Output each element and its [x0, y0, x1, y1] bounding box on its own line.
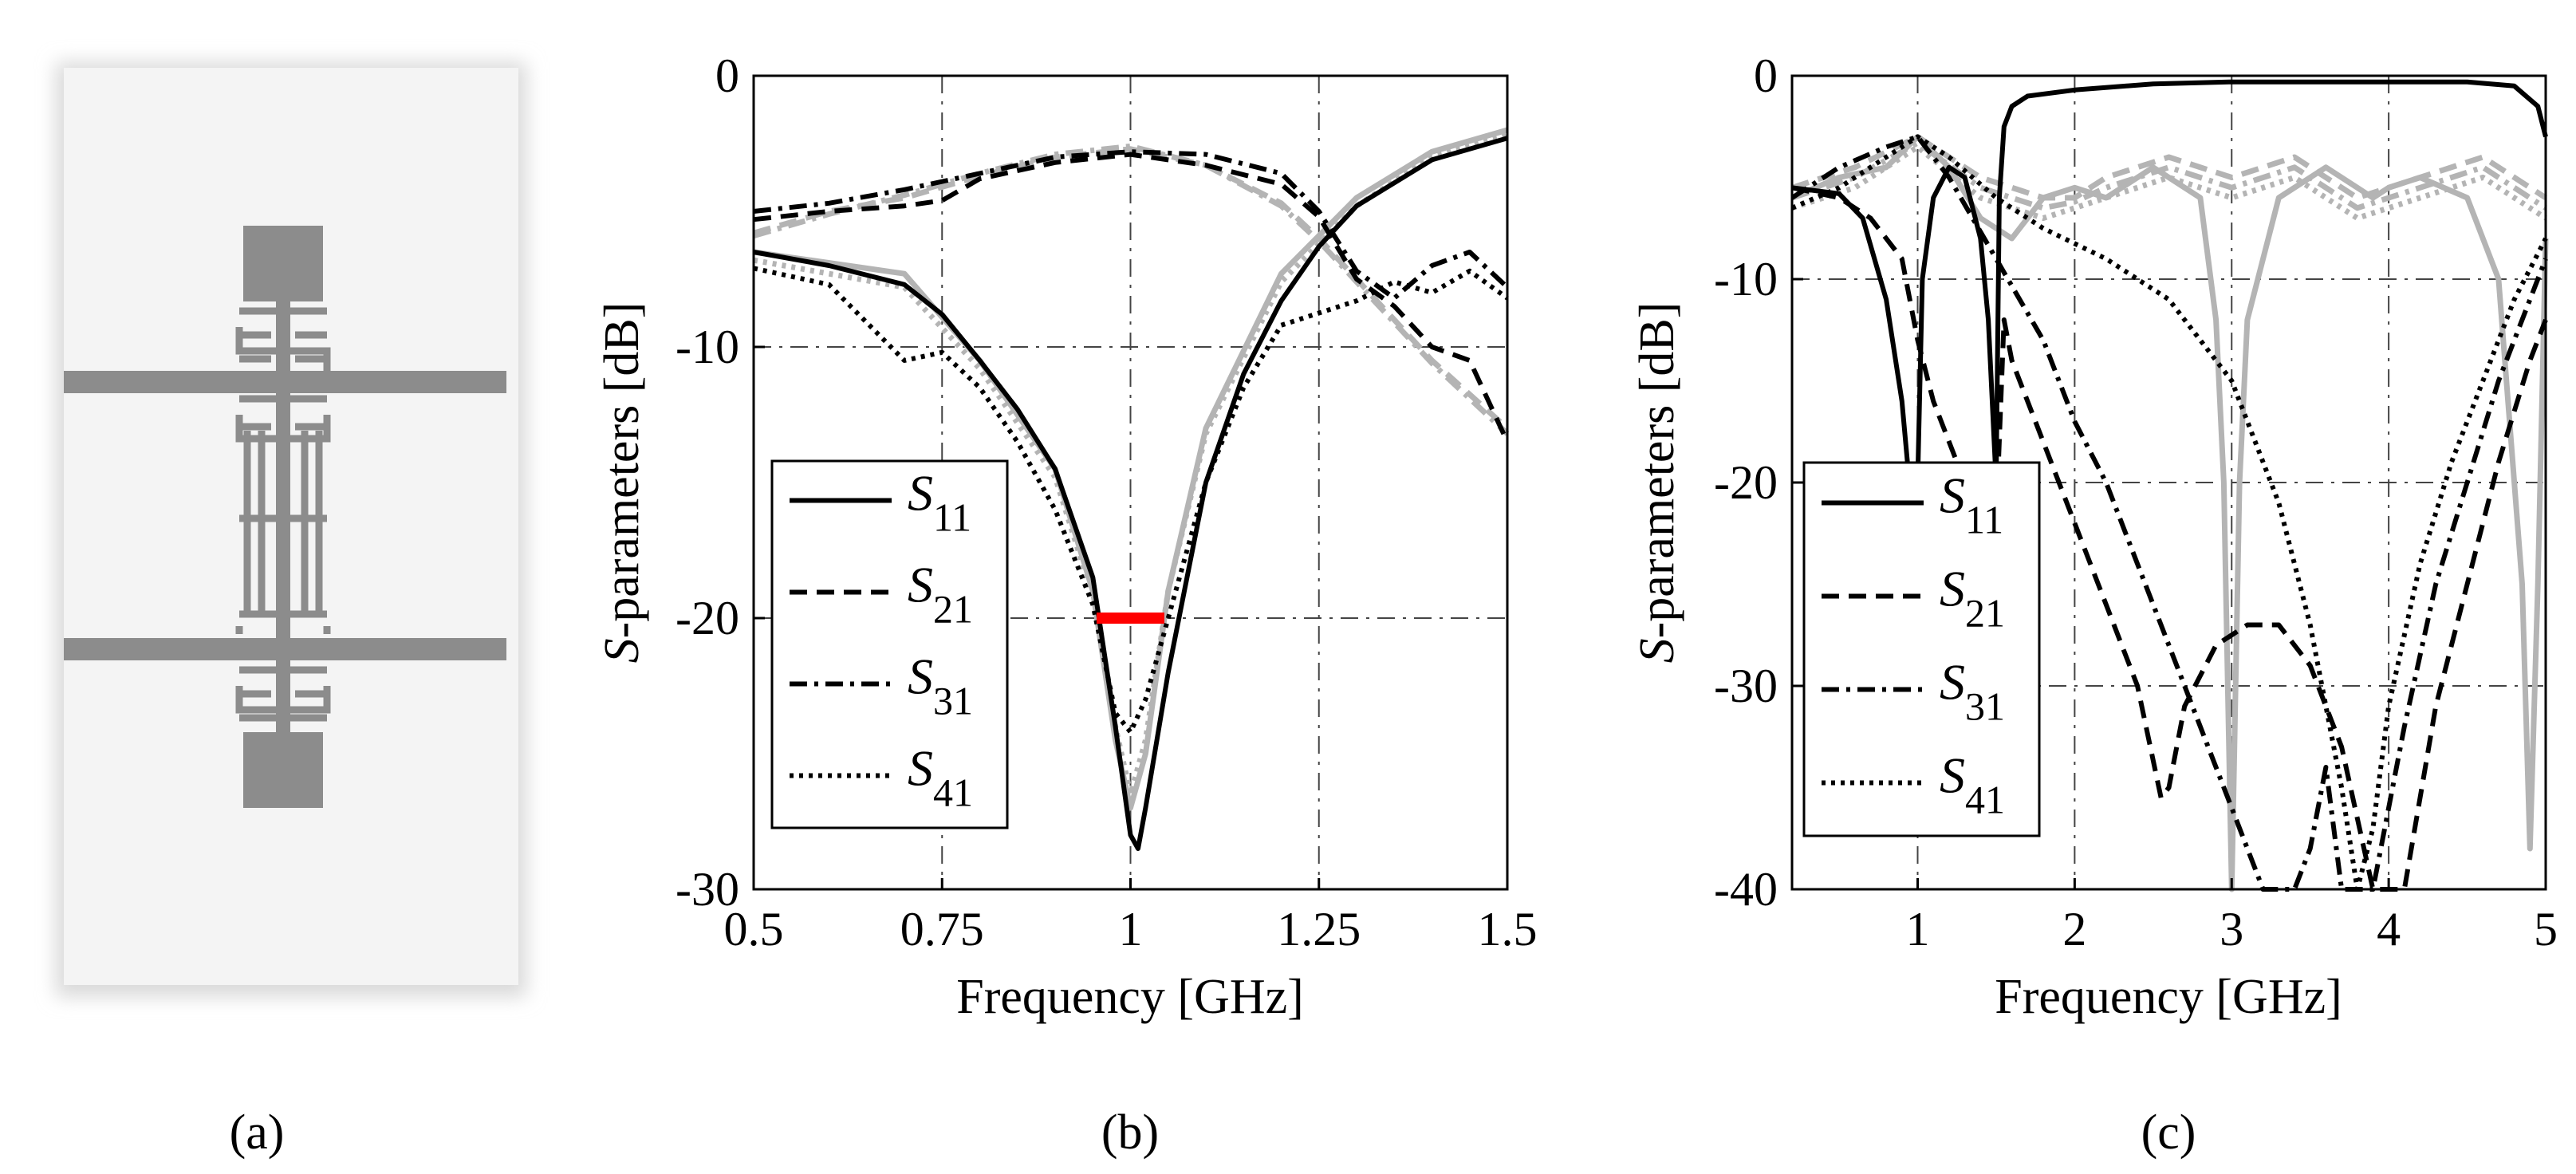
- legend-entry-11: S11: [1940, 467, 2003, 542]
- legend-entry-21: S21: [1940, 561, 2005, 636]
- y-tick-label-1: -10: [1714, 253, 1778, 305]
- legend-entry-41: S41: [908, 740, 973, 815]
- y-tick-label-0: 0: [715, 49, 739, 102]
- chart-c-xlabel: Frequency [GHz]: [1995, 970, 2342, 1024]
- legend-entry-31: S31: [1940, 654, 2005, 729]
- chart-c-ylabel-rest: -parameters [dB]: [1630, 302, 1684, 639]
- x-tick-label-2: 1: [1119, 903, 1143, 955]
- legend-sub-21: 21: [933, 587, 973, 632]
- chart-b: 0.5 0.75 1 1.25 1.5 0 -10 -20 -30 Frequency [GHz…: [595, 49, 1538, 1024]
- legend-sub-41: 41: [1965, 778, 2005, 822]
- legend-box: [1802, 461, 2041, 837]
- port-pad-bottom: [243, 732, 323, 808]
- series-s21: [1791, 185, 2548, 892]
- series-s41-sim: [1790, 144, 2547, 221]
- meander-sections: [235, 307, 331, 722]
- legend-sub-31: 31: [933, 679, 973, 723]
- legend-sub-41: 41: [933, 770, 973, 815]
- board-photo: [56, 62, 526, 997]
- chart-c-ylabel-italic: S: [1630, 638, 1684, 663]
- legend-entry-31: S31: [908, 648, 973, 723]
- legend-box: [770, 459, 1009, 829]
- y-tick-label-2: -20: [676, 592, 739, 644]
- chart-b-ylabel: S-parameters [dB]: [595, 302, 649, 664]
- legend-sub-31: 31: [1965, 684, 2005, 729]
- x-tick-label-4: 1.5: [1478, 903, 1538, 955]
- series-s41: [1790, 134, 2548, 892]
- y-tick-label-3: -30: [1714, 660, 1778, 712]
- port-pad-top: [243, 226, 323, 301]
- legend-base-21: S: [908, 557, 933, 613]
- x-tick-label-0: 0.5: [724, 903, 784, 955]
- series-s31: [1790, 134, 2548, 892]
- series-s21-sim: [1790, 134, 2547, 201]
- legend-base-31: S: [908, 648, 933, 705]
- legend-base-11: S: [908, 465, 933, 522]
- legend-base-21: S: [1940, 561, 1965, 617]
- x-tick-label-3: 4: [2377, 903, 2401, 955]
- legend-entry-11: S11: [908, 465, 971, 540]
- legend-base-41: S: [1940, 747, 1965, 804]
- series-s11: [753, 136, 1508, 851]
- legend-sub-11: 11: [933, 495, 971, 540]
- chart-b-ylabel-rest: -parameters [dB]: [595, 302, 649, 639]
- legend-base-41: S: [908, 740, 933, 797]
- panel-label-a: (a): [230, 1105, 285, 1160]
- chart-b-xlabel: Frequency [GHz]: [956, 970, 1304, 1024]
- y-tick-label-2: -20: [1714, 456, 1778, 509]
- y-tick-label-1: -10: [676, 321, 739, 373]
- chart-c: 1 2 3 4 50-10-20-30-40 Frequency [GHz] S-par…: [1630, 49, 2558, 1024]
- x-tick-label-0: 1: [1906, 903, 1930, 955]
- y-tick-label-4: -40: [1714, 863, 1778, 916]
- chart-b-ticks: 0.5 0.75 1 1.25 1.5 0 -10 -20 -30: [676, 49, 1537, 955]
- x-tick-label-4: 5: [2534, 903, 2558, 955]
- x-tick-label-1: 0.75: [900, 903, 984, 955]
- pcb-substrate: [64, 68, 518, 985]
- chart-c-ylabel: S-parameters [dB]: [1630, 302, 1684, 664]
- x-tick-label-3: 1.25: [1277, 903, 1361, 955]
- legend-sub-21: 21: [1965, 591, 2005, 636]
- legend-entry-21: S21: [908, 557, 973, 632]
- series-s21-sim: [753, 146, 1510, 431]
- x-tick-label-1: 2: [2062, 903, 2086, 955]
- chart-b-curves: [753, 127, 1510, 851]
- legend-sub-11: 11: [1965, 498, 2003, 542]
- chart-b-ylabel-italic: S: [595, 638, 649, 663]
- y-tick-label-3: -30: [676, 863, 739, 916]
- x-tick-label-2: 3: [2220, 903, 2243, 955]
- chart-c-ticks: 1 2 3 4 5 0 -10 -20 -30 -40: [1714, 49, 2558, 955]
- panel-label-c: (c): [2141, 1105, 2196, 1160]
- legend-base-31: S: [1940, 654, 1965, 711]
- series-s41: [753, 266, 1509, 735]
- panel-label-b: (b): [1101, 1105, 1159, 1160]
- legend-base-11: S: [1940, 467, 1965, 524]
- legend-entry-41: S41: [1940, 747, 2005, 822]
- y-tick-label-0: 0: [1754, 49, 1778, 102]
- series-s21: [753, 152, 1510, 443]
